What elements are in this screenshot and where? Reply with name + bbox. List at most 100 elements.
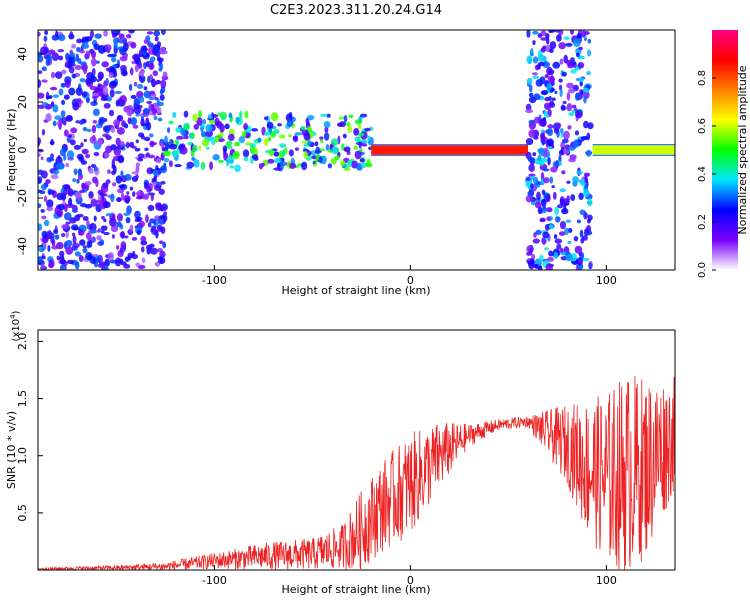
spectrogram-cell — [532, 40, 536, 46]
spectrogram-cell — [217, 112, 221, 117]
spectrogram-cell — [126, 191, 130, 195]
spectrogram-cell — [110, 144, 117, 151]
spectrogram-cell — [576, 32, 583, 39]
spectrogram-cell — [76, 47, 81, 53]
spectrogram-cell — [100, 225, 108, 231]
spectrogram-cell — [227, 144, 233, 150]
spectrogram-cell — [536, 191, 541, 201]
spectrogram-cell — [563, 36, 570, 40]
spectrogram-cell — [112, 37, 119, 45]
spectrogram-cell — [159, 46, 166, 55]
spectrogram-cell — [89, 30, 95, 39]
spectrogram-cell — [273, 167, 282, 171]
spectrogram-cell — [97, 189, 104, 195]
spectrogram-cell — [561, 138, 569, 144]
spectrogram-cell — [149, 218, 156, 224]
spectrogram-cell — [77, 98, 82, 103]
spectrogram-cell — [257, 137, 262, 143]
spectrogram-cell — [264, 116, 269, 121]
spectrogram-cell — [241, 130, 247, 138]
spectrogram-cell — [201, 130, 207, 138]
spectrogram-cell — [48, 157, 55, 162]
spectrogram-cell — [548, 69, 555, 75]
spectrogram-cell — [574, 92, 580, 101]
spectrogram-cell — [292, 135, 299, 143]
spectrogram-cell — [330, 138, 339, 146]
spectrogram-cell — [528, 84, 533, 93]
spectrogram-cell — [565, 219, 572, 223]
spectrogram-cell — [97, 194, 102, 202]
spectrogram-cell — [198, 145, 202, 151]
spectrogram-cell — [294, 132, 303, 136]
spectrogram-cell — [145, 61, 150, 68]
spectrogram-cell — [539, 76, 546, 85]
spectrogram-cell — [75, 87, 83, 96]
spectrogram-cell — [153, 30, 161, 37]
spectrogram-cell — [528, 164, 535, 172]
spectrogram-cell — [38, 244, 46, 253]
spectrogram-cell — [45, 95, 53, 100]
spectrogram-cell — [50, 174, 59, 180]
spectrogram-cell — [101, 215, 105, 220]
spectrogram-cell — [536, 63, 542, 70]
spectrogram-cell — [125, 141, 130, 149]
spectrogram-cell — [65, 162, 70, 167]
spectrogram-cell — [251, 154, 259, 160]
spectrogram-cell — [309, 130, 314, 139]
spectrogram-cell — [301, 161, 308, 171]
spectrogram-cell — [556, 243, 562, 250]
spectrogram-cell — [115, 175, 123, 184]
spectrogram-cell — [579, 229, 584, 238]
spectrogram-cell — [175, 135, 184, 140]
spectrogram-cell — [69, 52, 76, 58]
spectrogram-cell — [575, 52, 580, 57]
spectrogram-cell — [146, 185, 152, 193]
spectrogram-cell — [560, 104, 566, 111]
spectrogram-cell — [568, 112, 575, 117]
spectrogram-cell — [525, 138, 534, 146]
spectrogram-cell — [234, 164, 241, 173]
spectrogram-cell — [289, 162, 297, 169]
spectrogram-cell — [136, 229, 141, 236]
spectrogram-cell — [192, 144, 198, 152]
spectrogram-cell — [334, 155, 340, 161]
spectrogram-cell — [60, 110, 66, 118]
spectrogram-cell — [558, 78, 563, 83]
spectrogram-cell — [532, 238, 541, 244]
spectrogram-cell — [193, 123, 200, 130]
spectrogram-cell — [270, 112, 279, 122]
spectrogram-cell — [148, 62, 154, 70]
spectrogram-cell — [108, 217, 117, 227]
spectrogram-cell — [214, 117, 220, 126]
spectrogram-cell — [68, 87, 76, 96]
spectrogram-cell — [346, 160, 352, 167]
spectrogram-cell — [267, 136, 272, 142]
spectrogram-ylabel: Frequency (Hz) — [5, 109, 18, 192]
spectrogram-cell — [153, 115, 158, 121]
spectrogram-cell — [242, 149, 250, 158]
spectrogram-cell — [267, 158, 275, 164]
spectrogram-cell — [559, 248, 564, 253]
spectrogram-cell — [41, 102, 49, 106]
spectrogram-cell — [119, 48, 127, 56]
spectrogram-cell — [526, 77, 533, 86]
spectrogram-cell — [80, 142, 84, 148]
spectrogram-cell — [133, 81, 138, 87]
spectrogram-cell — [119, 95, 127, 104]
spectrogram-cell — [140, 118, 145, 127]
spectrogram-cell — [129, 186, 134, 191]
spectrogram-cell — [120, 241, 127, 250]
spectrogram-cell — [76, 153, 84, 160]
spectrogram-cell — [79, 61, 87, 66]
spectrogram-line-edge — [592, 154, 675, 156]
spectrogram-cell — [131, 236, 138, 241]
spectrogram-cell — [52, 94, 60, 98]
spectrogram-cell — [61, 192, 66, 202]
spectrogram-cell — [525, 194, 533, 203]
spectrogram-cell — [89, 222, 97, 232]
spectrogram-cell — [205, 130, 214, 137]
spectrogram-cell — [554, 216, 561, 223]
spectrogram-cell — [154, 223, 159, 228]
spectrogram-cell — [353, 145, 358, 151]
spectrogram-cell — [323, 132, 330, 141]
